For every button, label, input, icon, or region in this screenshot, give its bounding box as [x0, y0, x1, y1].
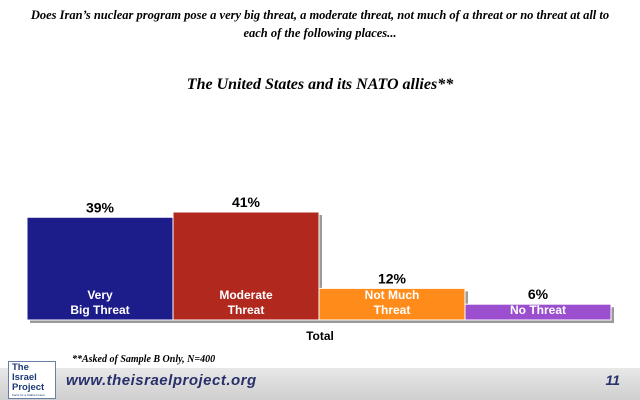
- logo-line-2: Israel: [12, 372, 37, 383]
- category-label: No Threat: [510, 303, 566, 317]
- category-label: Threat: [374, 303, 411, 317]
- category-label: Big Threat: [70, 303, 129, 317]
- footer-url: www.theisraelproject.org: [66, 372, 257, 389]
- footer-bar: [0, 368, 640, 400]
- question-text: Does Iran’s nuclear program pose a very …: [30, 8, 610, 40]
- category-label: Threat: [228, 303, 265, 317]
- bar-4: [464, 303, 612, 321]
- logo-line-1: The: [12, 362, 29, 373]
- category-label: Not Much: [365, 288, 420, 302]
- bar-3: [318, 287, 466, 321]
- value-label: 12%: [378, 270, 407, 286]
- value-label: 39%: [86, 199, 115, 215]
- logo: The Israel Project Facts for a Stable Fu…: [8, 361, 56, 399]
- x-axis-label: Total: [306, 329, 334, 343]
- category-label: Very: [87, 288, 113, 302]
- footnote: **Asked of Sample B Only, N=400: [72, 354, 216, 365]
- category-label: Moderate: [219, 288, 273, 302]
- logo-line-3: Project: [12, 382, 45, 393]
- value-label: 41%: [232, 194, 261, 210]
- page-number: 11: [605, 372, 620, 388]
- bar-1: [26, 216, 174, 321]
- chart-subtitle: The United States and its NATO allies**: [186, 76, 454, 93]
- bar-2: [172, 211, 320, 321]
- logo-tagline: Facts for a Stable Future: [12, 393, 46, 397]
- value-label: 6%: [528, 286, 549, 302]
